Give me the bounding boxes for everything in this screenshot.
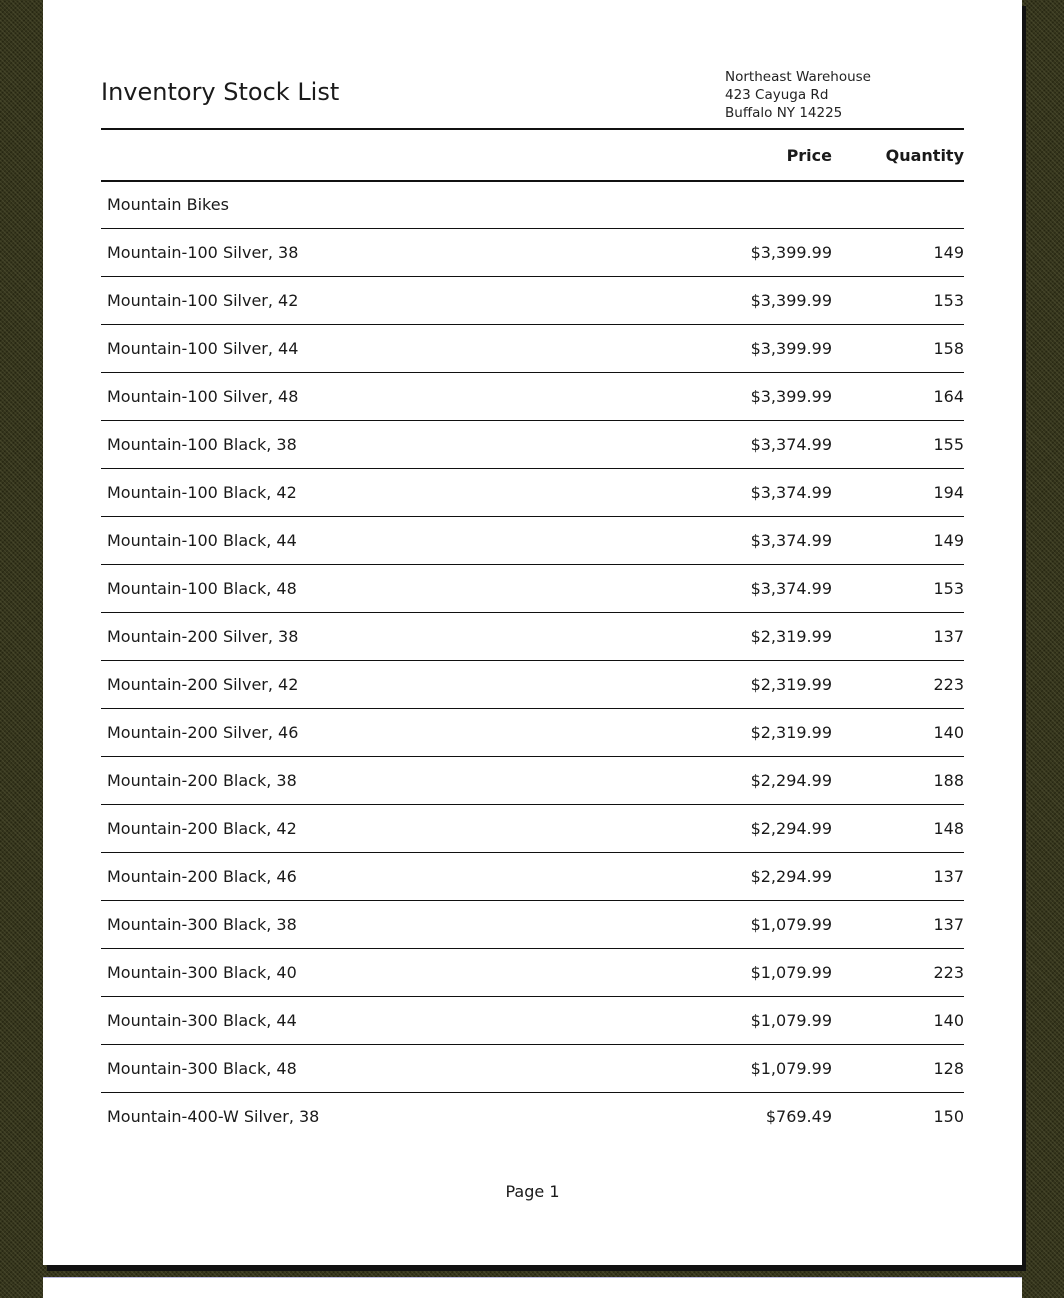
product-quantity: 223 [933, 963, 964, 982]
product-price: $3,399.99 [750, 291, 832, 310]
table-row: Mountain-200 Black, 42 $2,294.99 148 [101, 805, 964, 853]
product-price: $2,319.99 [750, 723, 832, 742]
product-name: Mountain-100 Black, 44 [107, 531, 297, 550]
product-price: $3,399.99 [750, 387, 832, 406]
report-page: Inventory Stock List Northeast Warehouse… [43, 0, 1022, 1265]
table-row: Mountain-400-W Silver, 38 $769.49 150 [101, 1093, 964, 1140]
product-quantity: 153 [933, 291, 964, 310]
product-price: $3,374.99 [750, 435, 832, 454]
product-name: Mountain-300 Black, 40 [107, 963, 297, 982]
table-row: Mountain-100 Silver, 48 $3,399.99 164 [101, 373, 964, 421]
table-row: Mountain-200 Silver, 42 $2,319.99 223 [101, 661, 964, 709]
product-price: $3,399.99 [750, 243, 832, 262]
product-price: $3,399.99 [750, 339, 832, 358]
page-number: Page 1 [505, 1182, 560, 1201]
product-name: Mountain-200 Black, 38 [107, 771, 297, 790]
table-row: Mountain-300 Black, 44 $1,079.99 140 [101, 997, 964, 1045]
product-name: Mountain-200 Silver, 42 [107, 675, 299, 694]
product-name: Mountain-100 Black, 38 [107, 435, 297, 454]
product-quantity: 158 [933, 339, 964, 358]
product-quantity: 153 [933, 579, 964, 598]
product-quantity: 223 [933, 675, 964, 694]
page-title: Inventory Stock List [101, 78, 340, 106]
product-name: Mountain-100 Black, 42 [107, 483, 297, 502]
product-quantity: 149 [933, 531, 964, 550]
table-header: Price Quantity [101, 128, 964, 182]
product-price: $2,294.99 [750, 819, 832, 838]
table-row: Mountain-100 Black, 44 $3,374.99 149 [101, 517, 964, 565]
product-price: $1,079.99 [750, 1059, 832, 1078]
table-row: Mountain-100 Silver, 42 $3,399.99 153 [101, 277, 964, 325]
product-name: Mountain-300 Black, 44 [107, 1011, 297, 1030]
table-row: Mountain-100 Black, 48 $3,374.99 153 [101, 565, 964, 613]
product-name: Mountain-300 Black, 48 [107, 1059, 297, 1078]
product-quantity: 194 [933, 483, 964, 502]
product-price: $2,319.99 [750, 675, 832, 694]
table-row: Mountain-100 Silver, 44 $3,399.99 158 [101, 325, 964, 373]
product-price: $2,319.99 [750, 627, 832, 646]
product-price: $1,079.99 [750, 963, 832, 982]
address-line: Northeast Warehouse [725, 69, 871, 85]
product-quantity: 140 [933, 723, 964, 742]
table-row: Mountain-200 Silver, 46 $2,319.99 140 [101, 709, 964, 757]
product-price: $1,079.99 [750, 1011, 832, 1030]
product-price: $1,079.99 [750, 915, 832, 934]
table-row: Mountain-200 Silver, 38 $2,319.99 137 [101, 613, 964, 661]
table-row: Mountain-200 Black, 38 $2,294.99 188 [101, 757, 964, 805]
product-quantity: 137 [933, 915, 964, 934]
address-line: 423 Cayuga Rd [725, 87, 829, 103]
quantity-column-header: Quantity [885, 146, 964, 165]
inventory-table: Price Quantity Mountain Bikes Mountain-1… [101, 128, 964, 1140]
product-price: $2,294.99 [750, 867, 832, 886]
product-quantity: 155 [933, 435, 964, 454]
product-name: Mountain-100 Silver, 42 [107, 291, 299, 310]
product-quantity: 149 [933, 243, 964, 262]
warehouse-address: Northeast Warehouse 423 Cayuga Rd Buffal… [725, 68, 871, 122]
product-quantity: 148 [933, 819, 964, 838]
product-name: Mountain-300 Black, 38 [107, 915, 297, 934]
product-name: Mountain-100 Silver, 38 [107, 243, 299, 262]
table-row: Mountain-100 Black, 42 $3,374.99 194 [101, 469, 964, 517]
product-price: $3,374.99 [750, 483, 832, 502]
product-name: Mountain-400-W Silver, 38 [107, 1107, 320, 1126]
product-quantity: 128 [933, 1059, 964, 1078]
product-name: Mountain-200 Silver, 38 [107, 627, 299, 646]
address-line: Buffalo NY 14225 [725, 105, 843, 121]
product-name: Mountain-200 Silver, 46 [107, 723, 299, 742]
product-name: Mountain-100 Silver, 48 [107, 387, 299, 406]
product-quantity: 137 [933, 627, 964, 646]
product-price: $2,294.99 [750, 771, 832, 790]
product-quantity: 137 [933, 867, 964, 886]
product-quantity: 140 [933, 1011, 964, 1030]
table-row: Mountain-100 Silver, 38 $3,399.99 149 [101, 229, 964, 277]
table-row: Mountain-100 Black, 38 $3,374.99 155 [101, 421, 964, 469]
product-name: Mountain-100 Silver, 44 [107, 339, 299, 358]
product-quantity: 188 [933, 771, 964, 790]
product-name: Mountain-200 Black, 46 [107, 867, 297, 886]
product-price: $3,374.99 [750, 531, 832, 550]
next-page [43, 1277, 1022, 1298]
table-row: Mountain-300 Black, 48 $1,079.99 128 [101, 1045, 964, 1093]
table-row: Mountain-300 Black, 40 $1,079.99 223 [101, 949, 964, 997]
product-name: Mountain-100 Black, 48 [107, 579, 297, 598]
price-column-header: Price [786, 146, 832, 165]
product-name: Mountain-200 Black, 42 [107, 819, 297, 838]
product-quantity: 150 [933, 1107, 964, 1126]
group-header: Mountain Bikes [101, 182, 964, 229]
table-row: Mountain-300 Black, 38 $1,079.99 137 [101, 901, 964, 949]
product-price: $3,374.99 [750, 579, 832, 598]
table-row: Mountain-200 Black, 46 $2,294.99 137 [101, 853, 964, 901]
product-price: $769.49 [765, 1107, 832, 1126]
product-quantity: 164 [933, 387, 964, 406]
